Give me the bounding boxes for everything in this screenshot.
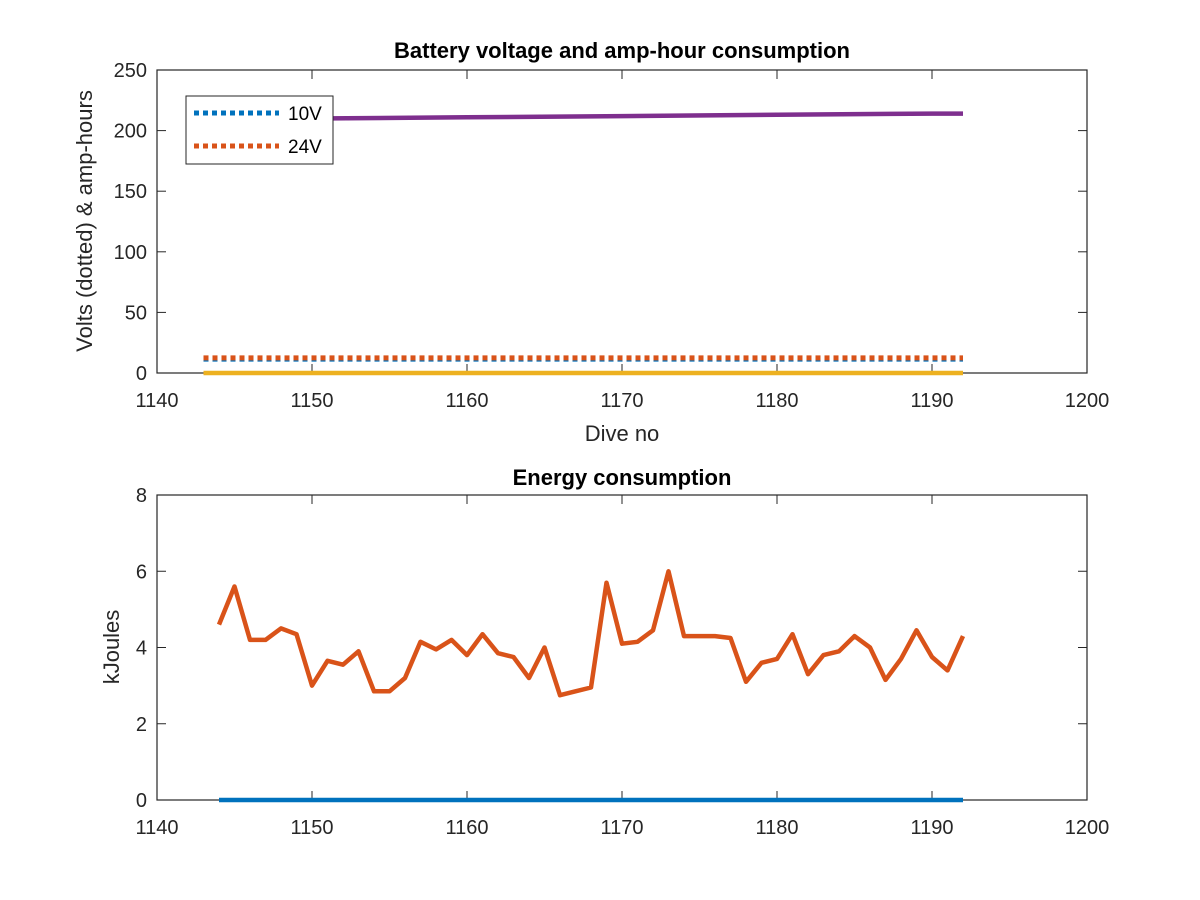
- y-tick-label: 0: [136, 790, 147, 812]
- series-line-1: [216, 569, 966, 698]
- legend-label-24v: 24V: [288, 137, 322, 158]
- x-tick-label: 1160: [445, 390, 488, 412]
- y-tick-label: 150: [114, 181, 147, 203]
- y-tick-label: 4: [136, 638, 147, 660]
- series-energy: [216, 569, 966, 803]
- chart-title-energy: Energy consumption: [513, 465, 732, 490]
- y-axis-label-battery: Volts (dotted) & amp-hours: [72, 90, 97, 352]
- legend-box: [185, 95, 334, 165]
- x-tick-label: 1170: [600, 390, 643, 412]
- ticks-battery: 1140 1150 1160 1170 1180 1190 1200 0 50 100 150 200…: [114, 60, 1110, 412]
- y-tick-label: 100: [114, 242, 147, 264]
- x-tick-label: 1200: [1065, 390, 1110, 412]
- x-tick-label: 1200: [1065, 817, 1110, 839]
- plot-area-energy: [156, 494, 1088, 801]
- x-tick-label: 1140: [135, 390, 178, 412]
- x-tick-label: 1180: [755, 817, 798, 839]
- x-tick-label: 1190: [910, 390, 953, 412]
- x-tick-label: 1180: [755, 390, 798, 412]
- ticks-energy: 1140 1150 1160 1170 1180 1190 1200 0 2 4 6 8: [135, 485, 1109, 839]
- x-tick-label: 1150: [290, 390, 333, 412]
- y-tick-label: 2: [136, 714, 147, 736]
- y-tick-label: 50: [125, 302, 147, 324]
- y-tick-label: 200: [114, 121, 147, 143]
- x-tick-label: 1140: [135, 817, 178, 839]
- y-axis-label-energy: kJoules: [99, 610, 124, 685]
- y-tick-label: 6: [136, 561, 147, 583]
- y-tick-label: 0: [136, 363, 147, 385]
- axes-energy: Energy consumption kJoules 1140 1150 1160 1…: [99, 465, 1109, 839]
- axes-battery: Battery voltage and amp-hour consumption…: [72, 38, 1109, 446]
- legend: 10V 24V: [185, 95, 334, 165]
- x-tick-label: 1150: [290, 817, 333, 839]
- legend-label-10v: 10V: [288, 104, 322, 125]
- x-tick-label: 1160: [445, 817, 488, 839]
- x-tick-label: 1190: [910, 817, 953, 839]
- y-tick-label: 250: [114, 60, 147, 82]
- chart-title-battery: Battery voltage and amp-hour consumption: [394, 38, 850, 63]
- x-axis-label-battery: Dive no: [585, 421, 660, 446]
- y-tick-label: 8: [136, 485, 147, 507]
- x-tick-label: 1170: [600, 817, 643, 839]
